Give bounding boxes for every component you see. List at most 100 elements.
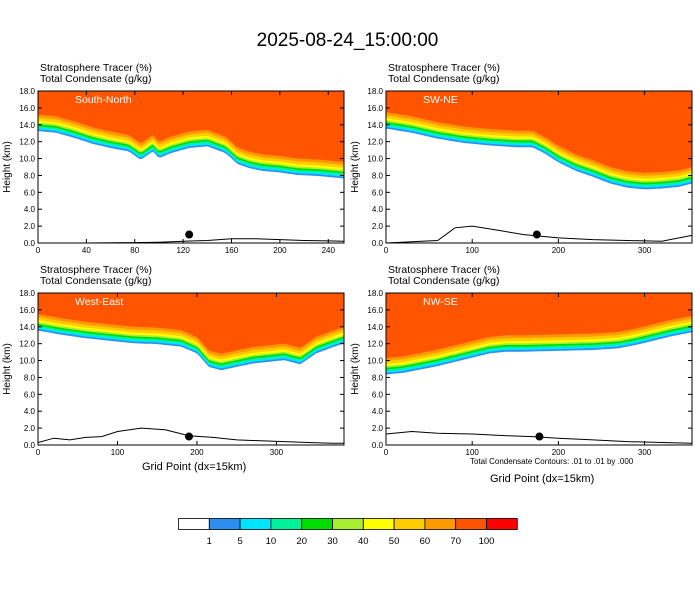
colorbar-label: 10 xyxy=(266,536,277,547)
x-tick-label: 100 xyxy=(111,448,125,457)
y-tick-label: 12.0 xyxy=(367,138,383,147)
condensate-label: Total Condensate (g/kg) xyxy=(388,275,500,287)
location-marker xyxy=(532,230,541,239)
y-tick-label: 12.0 xyxy=(19,138,35,147)
chart-panel-south-north: 0.0 2.0 4.0 6.0 8.0 10.0 12.0 14.0 16.0 18.0 0 40 80… xyxy=(2,87,345,255)
x-tick-label: 160 xyxy=(225,246,239,255)
y-tick-label: 18.0 xyxy=(367,289,383,298)
colorbar-label: 5 xyxy=(237,536,242,547)
panel-subtitle-nw-se: Stratosphere Tracer (%) Total Condensate… xyxy=(388,265,500,287)
y-tick-label: 0.0 xyxy=(24,239,36,248)
x-tick-label: 200 xyxy=(552,448,566,457)
terrain-line xyxy=(386,225,692,243)
panel-label: West-East xyxy=(75,296,123,308)
colorbar-label: 60 xyxy=(420,536,431,547)
x-tick-label: 0 xyxy=(36,246,41,255)
y-tick-label: 2.0 xyxy=(372,222,384,231)
colorbar-legend: 1 5 10 20 30 40 50 60 70 100 xyxy=(178,518,518,547)
x-tick-label: 0 xyxy=(384,448,389,457)
y-tick-label: 14.0 xyxy=(19,121,35,130)
terrain-line xyxy=(38,427,344,444)
x-tick-label: 80 xyxy=(130,246,139,255)
chart-panel-west-east: 0.0 2.0 4.0 6.0 8.0 10.0 12.0 14.0 16.0 18.0 0 100 2… xyxy=(2,289,345,457)
y-axis-title: Height (km) xyxy=(2,343,13,395)
y-tick-label: 6.0 xyxy=(372,188,384,197)
plot-frame xyxy=(37,90,345,244)
location-marker xyxy=(185,230,194,239)
y-tick-label: 4.0 xyxy=(24,205,36,214)
y-tick-label: 10.0 xyxy=(19,357,35,366)
x-tick-label: 0 xyxy=(36,448,41,457)
colorbar-swatch xyxy=(208,518,241,530)
location-marker xyxy=(185,432,194,441)
y-tick-label: 2.0 xyxy=(24,222,36,231)
y-tick-label: 14.0 xyxy=(367,121,383,130)
plot-frame xyxy=(385,292,693,446)
colorbar-swatch xyxy=(486,518,518,530)
x-tick-label: 120 xyxy=(176,246,190,255)
condensate-label: Total Condensate (g/kg) xyxy=(388,73,500,85)
condensate-label: Total Condensate (g/kg) xyxy=(40,73,152,85)
y-tick-label: 12.0 xyxy=(19,340,35,349)
y-tick-label: 4.0 xyxy=(372,407,384,416)
panel-subtitle-west-east: Stratosphere Tracer (%) Total Condensate… xyxy=(40,265,152,287)
x-tick-label: 100 xyxy=(466,246,480,255)
tracer-band xyxy=(386,91,692,173)
y-tick-label: 2.0 xyxy=(372,424,384,433)
y-tick-label: 18.0 xyxy=(19,87,35,96)
chart-panel-nw-se: 0.0 2.0 4.0 6.0 8.0 10.0 12.0 14.0 16.0 18.0 0 100 2… xyxy=(350,289,693,457)
tracer-band xyxy=(38,293,344,354)
y-axis-title: Height (km) xyxy=(350,343,361,395)
tracer-band xyxy=(386,293,692,358)
tracer-label: Stratosphere Tracer (%) xyxy=(40,264,153,276)
colorbar-label: 100 xyxy=(479,536,495,547)
colorbar-label: 20 xyxy=(296,536,307,547)
y-tick-label: 14.0 xyxy=(19,323,35,332)
panel-subtitle-south-north: Stratosphere Tracer (%) Total Condensate… xyxy=(40,63,152,85)
panel-label: NW-SE xyxy=(423,296,458,308)
y-tick-label: 10.0 xyxy=(19,155,35,164)
y-tick-label: 8.0 xyxy=(372,373,384,382)
y-tick-label: 6.0 xyxy=(24,390,36,399)
page-title: 2025-08-24_15:00:00 xyxy=(256,30,439,51)
panel-label: SW-NE xyxy=(423,94,458,106)
y-tick-label: 8.0 xyxy=(372,171,384,180)
y-tick-label: 18.0 xyxy=(19,289,35,298)
y-tick-label: 16.0 xyxy=(367,306,383,315)
x-tick-label: 200 xyxy=(552,246,566,255)
y-tick-label: 14.0 xyxy=(367,323,383,332)
tracer-label: Stratosphere Tracer (%) xyxy=(388,62,501,74)
plot-area xyxy=(386,91,692,243)
colorbar-swatch xyxy=(332,518,364,530)
y-tick-label: 18.0 xyxy=(367,87,383,96)
plot-area xyxy=(386,293,692,445)
tracer-label: Stratosphere Tracer (%) xyxy=(388,264,501,276)
x-axis-title-right: Grid Point (dx=15km) xyxy=(490,473,595,485)
x-tick-label: 300 xyxy=(638,246,652,255)
x-tick-label: 300 xyxy=(270,448,284,457)
y-tick-label: 16.0 xyxy=(19,306,35,315)
y-tick-label: 8.0 xyxy=(24,373,36,382)
y-tick-label: 6.0 xyxy=(372,390,384,399)
location-marker xyxy=(535,432,544,441)
plot-area xyxy=(38,293,344,445)
y-tick-label: 8.0 xyxy=(24,171,36,180)
y-tick-label: 12.0 xyxy=(367,340,383,349)
colorbar-swatch xyxy=(239,518,272,530)
condensate-label: Total Condensate (g/kg) xyxy=(40,275,152,287)
colorbar-swatch xyxy=(424,518,457,530)
x-tick-label: 200 xyxy=(273,246,287,255)
plot-frame xyxy=(37,292,345,446)
y-tick-label: 4.0 xyxy=(24,407,36,416)
y-tick-label: 4.0 xyxy=(372,205,384,214)
colorbar-swatch xyxy=(178,518,210,530)
panel-label: South-North xyxy=(75,94,132,106)
y-tick-label: 16.0 xyxy=(19,104,35,113)
y-tick-label: 6.0 xyxy=(24,188,36,197)
chart-panel-sw-ne: 0.0 2.0 4.0 6.0 8.0 10.0 12.0 14.0 16.0 18.0 0 100 2… xyxy=(350,87,693,255)
y-tick-label: 0.0 xyxy=(372,239,384,248)
x-tick-label: 300 xyxy=(638,448,652,457)
y-tick-label: 10.0 xyxy=(367,357,383,366)
tracer-band xyxy=(38,91,344,162)
tracer-label: Stratosphere Tracer (%) xyxy=(40,62,153,74)
